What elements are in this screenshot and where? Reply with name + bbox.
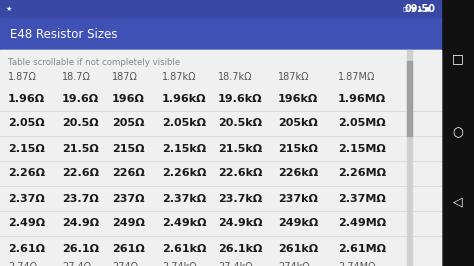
Text: 187Ω: 187Ω	[112, 72, 138, 82]
Text: 2.26Ω: 2.26Ω	[8, 168, 45, 178]
Text: 22.6Ω: 22.6Ω	[62, 168, 99, 178]
Text: 20.5Ω: 20.5Ω	[62, 118, 99, 128]
Text: 22.6kΩ: 22.6kΩ	[218, 168, 263, 178]
Text: 2.61kΩ: 2.61kΩ	[162, 243, 206, 253]
Text: 23.7Ω: 23.7Ω	[62, 193, 99, 203]
Text: 09:50: 09:50	[405, 4, 436, 14]
Bar	[0, 50, 441, 266]
Text: 2.49MΩ: 2.49MΩ	[338, 218, 386, 228]
Text: □ ▼ ▲ ■: □ ▼ ▲ ■	[403, 6, 430, 11]
Bar	[0, 50, 441, 266]
Text: 24.9Ω: 24.9Ω	[62, 218, 99, 228]
Text: 2.37kΩ: 2.37kΩ	[162, 193, 206, 203]
Bar	[0, 0, 441, 18]
Text: 215kΩ: 215kΩ	[278, 143, 318, 153]
Text: 274kΩ: 274kΩ	[278, 262, 310, 266]
Text: 2.26MΩ: 2.26MΩ	[338, 168, 386, 178]
Text: 2.15Ω: 2.15Ω	[8, 143, 45, 153]
Text: 1.96kΩ: 1.96kΩ	[162, 94, 207, 103]
Text: 237kΩ: 237kΩ	[278, 193, 318, 203]
Text: 23.7kΩ: 23.7kΩ	[218, 193, 262, 203]
Text: 2.74Ω: 2.74Ω	[8, 262, 37, 266]
Text: 2.05MΩ: 2.05MΩ	[338, 118, 386, 128]
Text: 2.37Ω: 2.37Ω	[8, 193, 45, 203]
Text: 261Ω: 261Ω	[112, 243, 145, 253]
Text: Table scrollable if not completely visible: Table scrollable if not completely visib…	[8, 58, 180, 67]
Text: 1.87MΩ: 1.87MΩ	[338, 72, 375, 82]
Text: 2.05Ω: 2.05Ω	[8, 118, 45, 128]
Text: □: □	[452, 52, 464, 65]
Text: 2.74kΩ: 2.74kΩ	[162, 262, 197, 266]
Text: ★: ★	[6, 6, 12, 12]
Text: 249Ω: 249Ω	[112, 218, 145, 228]
Text: 2.05kΩ: 2.05kΩ	[162, 118, 206, 128]
Text: 18.7Ω: 18.7Ω	[62, 72, 91, 82]
Bar	[0, 18, 441, 50]
Text: 226kΩ: 226kΩ	[278, 168, 318, 178]
Text: 196kΩ: 196kΩ	[278, 94, 318, 103]
Bar	[407, 50, 412, 266]
Text: 205Ω: 205Ω	[112, 118, 145, 128]
Text: 24.9kΩ: 24.9kΩ	[218, 218, 263, 228]
Text: 249kΩ: 249kΩ	[278, 218, 318, 228]
Text: 19.6kΩ: 19.6kΩ	[218, 94, 263, 103]
Text: 2.15MΩ: 2.15MΩ	[338, 143, 386, 153]
Text: 274Ω: 274Ω	[112, 262, 138, 266]
Text: 2.74MΩ: 2.74MΩ	[338, 262, 375, 266]
Text: 1.96Ω: 1.96Ω	[8, 94, 45, 103]
Text: 187kΩ: 187kΩ	[278, 72, 310, 82]
Text: 196Ω: 196Ω	[112, 94, 145, 103]
Bar	[441, 0, 474, 266]
Text: 226Ω: 226Ω	[112, 168, 145, 178]
Text: 2.49kΩ: 2.49kΩ	[162, 218, 207, 228]
Text: 20.5kΩ: 20.5kΩ	[218, 118, 262, 128]
Text: 215Ω: 215Ω	[112, 143, 145, 153]
Text: 261kΩ: 261kΩ	[278, 243, 318, 253]
Text: 18.7kΩ: 18.7kΩ	[218, 72, 253, 82]
Text: 2.37MΩ: 2.37MΩ	[338, 193, 386, 203]
Text: 26.1Ω: 26.1Ω	[62, 243, 99, 253]
Bar	[407, 61, 412, 136]
Text: 2.26kΩ: 2.26kΩ	[162, 168, 206, 178]
Text: 1.87kΩ: 1.87kΩ	[162, 72, 197, 82]
Text: 2.15kΩ: 2.15kΩ	[162, 143, 206, 153]
Text: 26.1kΩ: 26.1kΩ	[218, 243, 263, 253]
Text: 2.49Ω: 2.49Ω	[8, 218, 45, 228]
Text: 205kΩ: 205kΩ	[278, 118, 318, 128]
Text: 21.5kΩ: 21.5kΩ	[218, 143, 262, 153]
Text: 19.6Ω: 19.6Ω	[62, 94, 99, 103]
Text: 237Ω: 237Ω	[112, 193, 145, 203]
Text: 2.61Ω: 2.61Ω	[8, 243, 45, 253]
Text: ○: ○	[452, 127, 463, 139]
Text: ◁: ◁	[453, 196, 462, 209]
Text: 27.4Ω: 27.4Ω	[62, 262, 91, 266]
Text: 2.61MΩ: 2.61MΩ	[338, 243, 386, 253]
Text: 21.5Ω: 21.5Ω	[62, 143, 99, 153]
Text: 1.87Ω: 1.87Ω	[8, 72, 37, 82]
Text: 27.4kΩ: 27.4kΩ	[218, 262, 253, 266]
Text: 1.96MΩ: 1.96MΩ	[338, 94, 386, 103]
Text: E48 Resistor Sizes: E48 Resistor Sizes	[10, 27, 118, 40]
